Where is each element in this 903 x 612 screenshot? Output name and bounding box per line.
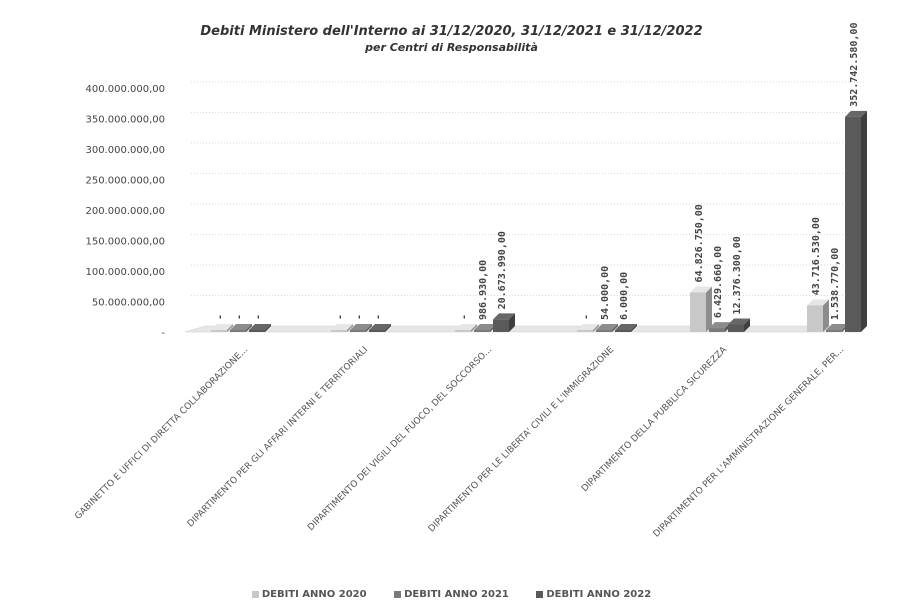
y-tick-label: 350.000.000,00 [85,115,165,126]
legend-item-2021: DEBITI ANNO 2021 [394,589,509,601]
bar-top [455,324,477,330]
data-label: - [215,314,226,320]
data-label: 54.000,00 [600,266,611,320]
data-label: - [459,314,470,320]
bar [211,330,227,332]
bar [807,305,823,332]
y-tick-label: 200.000.000,00 [85,206,165,217]
bar [826,330,842,332]
data-label: 6.429.660,00 [713,246,724,318]
chart-legend: DEBITI ANNO 2020 DEBITI ANNO 2021 DEBITI… [0,589,903,601]
legend-swatch-2020 [251,591,259,598]
x-category-label: DIPARTIMENTO PER LE LIBERTA' CIVILI E L'… [427,345,616,534]
bar-top [709,322,731,329]
bar-top [493,313,515,320]
bar-top [690,286,712,293]
y-tick-label: 400.000.000,00 [85,84,165,95]
chart-title: Debiti Ministero dell'Interno ai 31/12/2… [200,24,703,39]
data-label: 1.538.770,00 [830,248,841,320]
y-tick-label: 100.000.000,00 [85,267,165,278]
bar [474,330,490,332]
bar-side [385,324,391,332]
bar-top [350,324,372,330]
chart-floor [184,325,867,333]
bar-top [474,324,496,330]
bar-side [706,286,712,332]
data-label: - [354,314,365,320]
bar [615,330,631,332]
bar [845,116,861,332]
bar [369,330,385,332]
bar-top [728,318,750,325]
y-tick-label: 50.000.000,00 [92,298,165,309]
y-tick-label: - [161,328,165,339]
data-label: - [581,314,592,320]
legend-swatch-2022 [536,591,544,598]
legend-label-2020: DEBITI ANNO 2020 [261,589,367,600]
chart-subtitle: per Centri di Responsabilità [365,41,538,54]
legend-label-2022: DEBITI ANNO 2022 [546,589,652,600]
bar [709,328,725,332]
legend-item-2022: DEBITI ANNO 2022 [536,589,651,601]
bar-side [471,324,477,332]
y-tick-label: 300.000.000,00 [85,145,165,156]
bar-top [577,324,599,330]
bar-side [347,324,353,332]
bar-top [211,324,233,330]
data-label: - [335,314,346,320]
bar [230,330,246,332]
bar-side [744,318,750,332]
bar-side [823,299,829,332]
data-label: 6.000,00 [619,272,630,320]
bar-side [861,110,867,332]
x-category-label: DIPARTIMENTO DELLA PUBBLICA SICUREZZA [580,344,730,494]
bar-side [366,324,372,332]
bar [493,319,509,332]
bar-top [826,324,848,330]
bar-side [509,313,515,332]
data-label: 986.930,00 [478,260,489,320]
bar-top [615,324,637,330]
bar-side [246,324,252,332]
y-tick-label: 250.000.000,00 [85,176,165,187]
bar [249,330,265,332]
bar [350,330,366,332]
bar [690,292,706,332]
bar [596,330,612,332]
bar-top [331,324,353,330]
legend-swatch-2021 [394,591,402,598]
data-label: - [373,314,384,320]
data-label: 20.673.990,00 [497,231,508,309]
bar-top [807,299,829,306]
bar-side [631,324,637,332]
bar-top [230,324,252,330]
bar [728,324,744,332]
y-tick-label: 150.000.000,00 [85,237,165,248]
bar-side [593,324,599,332]
data-label: - [253,314,264,320]
bar-side [227,324,233,332]
data-label: 64.826.750,00 [694,204,705,282]
bar-top [369,324,391,330]
data-label: 43.716.530,00 [811,217,822,295]
bar-top [845,110,867,117]
x-category-label: DIPARTIMENTO PER L'AMMINISTRAZIONE GENER… [652,345,846,539]
data-label: 352.742.580,00 [849,23,860,107]
bar-top [596,324,618,330]
legend-item-2020: DEBITI ANNO 2020 [251,589,367,601]
bar [331,330,347,332]
bar [455,330,471,332]
bar-top [249,324,271,330]
bar-side [612,324,618,332]
data-label: 12.376.300,00 [732,236,743,314]
data-label: - [234,314,245,320]
bar [577,330,593,332]
legend-label-2021: DEBITI ANNO 2021 [404,589,509,600]
bar-side [265,324,271,332]
